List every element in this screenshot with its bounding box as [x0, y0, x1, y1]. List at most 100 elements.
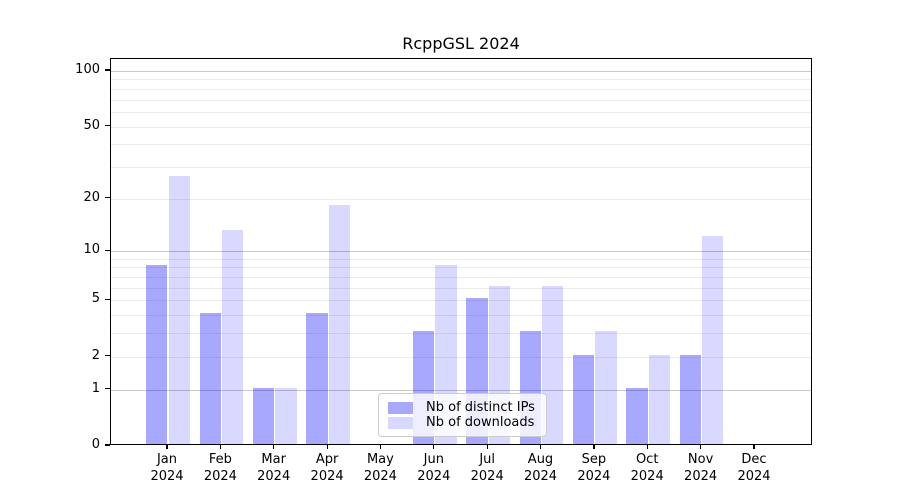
bar-downloads-feb: [221, 229, 244, 444]
y-gridline-minor-20: [111, 198, 811, 200]
x-tick-year: 2024: [577, 468, 611, 484]
bar-distinct-ips-jan: [146, 265, 168, 444]
bar-downloads-apr: [328, 204, 350, 444]
y-tick-label-100: 100: [75, 62, 100, 77]
bar-downloads-mar: [275, 387, 297, 444]
x-tick-month: Apr: [315, 452, 339, 467]
bar-distinct-ips-apr: [306, 313, 328, 444]
x-tick-year: 2024: [470, 468, 504, 484]
y-tick-5: [105, 298, 110, 301]
bar-distinct-ips-nov: [679, 354, 702, 444]
x-tick-label-jul: Jul 2024: [455, 452, 519, 485]
plot-area: Nb of distinct IPs Nb of downloads: [110, 58, 812, 445]
x-tick-label-apr: Apr 2024: [295, 452, 359, 485]
x-tick-label-may: May 2024: [348, 452, 412, 485]
legend-label-downloads: Nb of downloads: [426, 415, 535, 430]
x-tick-month: Jul: [479, 452, 496, 467]
x-tick-month: Nov: [687, 452, 714, 467]
y-gridline-minor-7: [111, 277, 811, 278]
y-tick-label-1: 1: [91, 380, 100, 396]
y-tick-20: [105, 197, 110, 199]
x-tick-jul: [486, 444, 488, 449]
x-tick-label-dec: Dec 2024: [722, 452, 786, 485]
y-tick-100: [105, 69, 110, 71]
y-gridline-minor-40: [111, 144, 811, 146]
bar-downloads-sep: [595, 331, 617, 444]
y-tick-label-2: 2: [91, 347, 100, 363]
y-gridline-major-10: [111, 251, 811, 253]
x-tick-month: Feb: [208, 452, 232, 467]
y-tick-2: [105, 355, 110, 357]
legend-label-distinct-ips: Nb of distinct IPs: [426, 400, 535, 415]
bar-distinct-ips-oct: [626, 387, 648, 444]
y-tick-0: [105, 444, 110, 446]
y-gridline-major-100: [111, 71, 811, 72]
legend-swatch-distinct-ips: [388, 401, 413, 414]
y-tick-50: [105, 124, 110, 127]
bar-distinct-ips-mar: [252, 387, 275, 444]
x-tick-aug: [539, 444, 542, 449]
legend-item-downloads: Nb of downloads: [388, 415, 537, 430]
x-tick-label-jun: Jun 2024: [402, 452, 466, 485]
x-tick-year: 2024: [523, 468, 558, 484]
x-tick-dec: [753, 444, 755, 449]
x-tick-mar: [273, 444, 275, 449]
x-tick-jun: [433, 444, 435, 449]
bar-downloads-aug: [542, 285, 564, 444]
y-gridline-minor-80: [111, 88, 811, 90]
x-tick-month: Jun: [423, 452, 444, 467]
chart-title: RcppGSL 2024: [402, 34, 520, 53]
x-tick-month: Aug: [527, 452, 554, 467]
x-tick-label-nov: Nov 2024: [669, 452, 733, 485]
x-tick-oct: [646, 444, 648, 449]
x-tick-year: 2024: [417, 468, 451, 484]
x-tick-label-jan: Jan 2024: [135, 452, 199, 485]
x-tick-year: 2024: [150, 468, 184, 484]
x-tick-month: May: [366, 452, 394, 467]
y-gridline-minor-60: [111, 111, 811, 113]
x-tick-feb: [219, 444, 222, 449]
x-tick-label-sep: Sep 2024: [562, 452, 626, 485]
x-tick-sep: [593, 444, 595, 449]
x-tick-may: [379, 444, 382, 449]
x-tick-month: Jan: [156, 452, 178, 467]
y-gridline-minor-4: [111, 315, 811, 317]
x-tick-year: 2024: [310, 468, 344, 484]
y-tick-1: [105, 388, 110, 390]
y-tick-10: [105, 249, 110, 251]
bar-downloads-oct: [648, 354, 671, 444]
x-tick-year: 2024: [684, 468, 718, 484]
x-tick-month: Oct: [635, 452, 659, 467]
y-gridline-minor-2: [111, 356, 811, 358]
y-tick-label-0: 0: [91, 437, 100, 452]
y-gridline-major-1: [111, 389, 811, 391]
x-tick-month: Sep: [581, 452, 607, 467]
bar-downloads-jan: [168, 176, 190, 444]
y-gridline-minor-8: [111, 267, 811, 269]
y-gridline-minor-3: [111, 333, 811, 335]
y-gridline-minor-5: [111, 300, 811, 302]
x-tick-jan: [166, 444, 168, 449]
y-gridline-minor-50: [111, 126, 811, 128]
x-tick-label-aug: Aug 2024: [509, 452, 573, 485]
bar-distinct-ips-feb: [199, 313, 221, 444]
y-gridline-minor-70: [111, 99, 811, 101]
x-tick-label-oct: Oct 2024: [615, 452, 679, 485]
x-tick-nov: [700, 444, 702, 449]
y-gridline-minor-6: [111, 287, 811, 289]
y-tick-label-5: 5: [91, 291, 100, 307]
legend-swatch-downloads: [388, 416, 413, 429]
x-tick-label-mar: Mar 2024: [242, 452, 306, 485]
x-tick-year: 2024: [363, 468, 397, 484]
x-tick-label-feb: Feb 2024: [188, 452, 252, 485]
y-tick-label-10: 10: [83, 242, 100, 258]
x-tick-year: 2024: [257, 468, 291, 484]
x-tick-apr: [326, 444, 328, 449]
legend-item-distinct-ips: Nb of distinct IPs: [388, 400, 537, 415]
x-tick-year: 2024: [203, 468, 237, 484]
y-gridline-minor-30: [111, 166, 811, 168]
x-tick-month: Mar: [261, 452, 286, 467]
x-tick-year: 2024: [630, 468, 664, 484]
legend: Nb of distinct IPs Nb of downloads: [378, 393, 547, 437]
bar-distinct-ips-sep: [573, 354, 595, 444]
